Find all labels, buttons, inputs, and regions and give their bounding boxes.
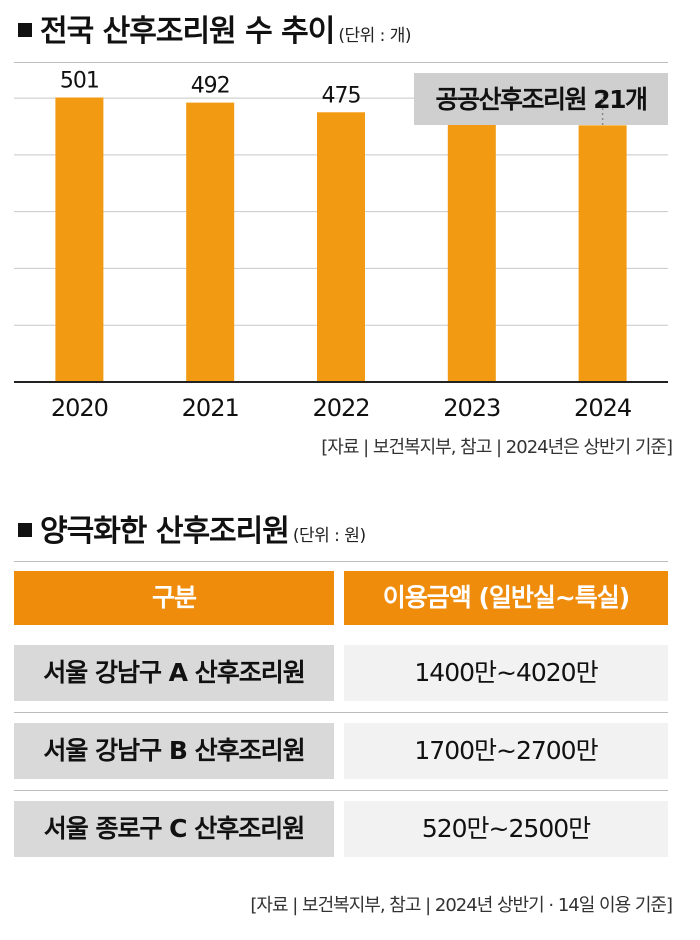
table-source: [자료 | 보건복지부, 참고 | 2024년 상반기 · 14일 이용 기준]	[250, 895, 673, 916]
x-tick-label: 2020	[51, 394, 108, 422]
header-price: 이용금액 (일반실~특실)	[344, 571, 668, 625]
row-name: 서울 강남구 A 산후조리원	[14, 645, 334, 701]
annotation-box	[414, 73, 668, 125]
row-price: 1700만~2700만	[344, 723, 668, 779]
chart-top-rule	[14, 62, 668, 63]
table-title: 양극화한 산후조리원	[40, 514, 290, 549]
square-bullet-icon	[18, 23, 32, 37]
table-row: 서울 종로구 C 산후조리원 520만~2500만	[14, 801, 668, 857]
bar-chart: 50120204922021475202245620234522024공공산후조…	[14, 69, 668, 422]
chart-title: 전국 산후조리원 수 추이	[40, 14, 335, 49]
bar-value-label: 492	[191, 74, 230, 99]
bar	[317, 112, 365, 382]
square-bullet-icon	[18, 523, 32, 537]
bar	[578, 125, 627, 382]
annotation-label: 공공산후조리원 21개	[436, 85, 647, 114]
table-row: 서울 강남구 B 산후조리원 1700만~2700만	[14, 723, 668, 779]
bar	[447, 123, 496, 383]
x-tick-label: 2021	[182, 394, 239, 422]
chart-source: [자료 | 보건복지부, 참고 | 2024년은 상반기 기준]	[321, 437, 673, 458]
table-header-row: 구분 이용금액 (일반실~특실)	[14, 571, 668, 627]
x-tick-label: 2023	[443, 394, 500, 422]
chart-section-title: 전국 산후조리원 수 추이 (단위 : 개)	[18, 6, 412, 50]
row-divider	[14, 790, 668, 791]
chart-unit: (단위 : 개)	[338, 26, 412, 46]
bar-value-label: 475	[322, 83, 361, 108]
bar	[186, 102, 235, 382]
row-name: 서울 강남구 B 산후조리원	[14, 723, 334, 779]
table-row: 서울 강남구 A 산후조리원 1400만~4020만	[14, 645, 668, 701]
x-tick-label: 2024	[574, 394, 631, 422]
row-price: 1400만~4020만	[344, 645, 668, 701]
table-unit: (단위 : 원)	[292, 526, 366, 546]
x-tick-label: 2022	[312, 394, 369, 422]
table-top-rule	[14, 561, 668, 562]
header-category: 구분	[14, 571, 334, 625]
row-name: 서울 종로구 C 산후조리원	[14, 801, 334, 857]
bar-value-label: 501	[60, 69, 99, 94]
bar	[55, 97, 104, 382]
row-divider	[14, 712, 668, 713]
table-section-title: 양극화한 산후조리원 (단위 : 원)	[18, 506, 366, 550]
row-price: 520만~2500만	[344, 801, 668, 857]
